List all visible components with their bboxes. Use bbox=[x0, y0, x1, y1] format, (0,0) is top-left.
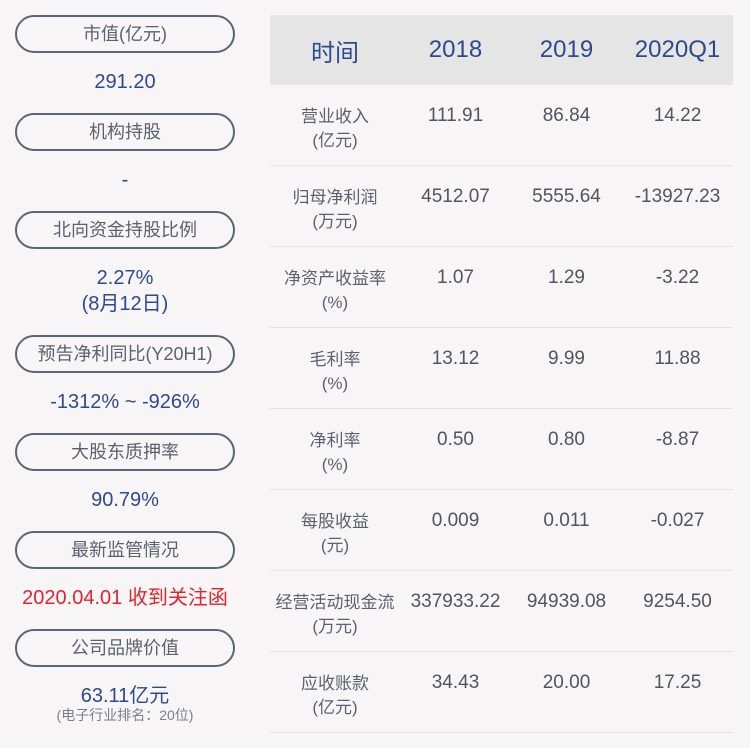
row-label: 营业收入 (亿元) bbox=[270, 85, 400, 165]
metric-unit: (亿元) bbox=[312, 698, 358, 717]
financial-table: 时间 2018 2019 2020Q1 营业收入 (亿元) 111.91 86.84 1… bbox=[270, 15, 733, 733]
table-row: 毛利率 (%) 13.12 9.99 11.88 bbox=[270, 328, 733, 409]
metric-unit: (亿元) bbox=[312, 131, 358, 150]
cell-value: 34.43 bbox=[431, 672, 480, 693]
row-label: 应收账款 (亿元) bbox=[270, 652, 400, 732]
table-row: 净资产收益率 (%) 1.07 1.29 -3.22 bbox=[270, 247, 733, 328]
table-row: 应收账款 (亿元) 34.43 20.00 17.25 bbox=[270, 652, 733, 733]
metric-name: 净资产收益率 bbox=[284, 269, 386, 288]
cell-value: 337933.22 bbox=[410, 591, 501, 612]
cell-value: 111.91 bbox=[427, 105, 484, 126]
metric-unit: (万元) bbox=[312, 212, 358, 231]
metric-name: 净利率 bbox=[309, 431, 361, 450]
cell-value: 94939.08 bbox=[526, 591, 607, 612]
cell-value: 9.99 bbox=[548, 348, 585, 369]
metric-name: 毛利率 bbox=[309, 350, 361, 369]
row-label: 经营活动现金流 (万元) bbox=[270, 571, 400, 651]
row-label: 归母净利润 (万元) bbox=[270, 166, 400, 246]
table-row: 经营活动现金流 (万元) 337933.22 94939.08 9254.50 bbox=[270, 571, 733, 652]
regulatory-status-label: 最新监管情况 bbox=[15, 531, 235, 569]
header-2019: 2019 bbox=[539, 36, 594, 63]
table-header: 时间 2018 2019 2020Q1 bbox=[270, 15, 733, 85]
row-label: 毛利率 (%) bbox=[270, 328, 400, 408]
metric-unit: (万元) bbox=[312, 617, 358, 636]
cell-value: 14.22 bbox=[653, 105, 702, 126]
cell-value: 1.29 bbox=[548, 267, 585, 288]
table-row: 归母净利润 (万元) 4512.07 5555.64 -13927.23 bbox=[270, 166, 733, 247]
table-row: 营业收入 (亿元) 111.91 86.84 14.22 bbox=[270, 85, 733, 166]
cell-value: 0.009 bbox=[431, 510, 480, 531]
cell-value: 5555.64 bbox=[532, 186, 601, 207]
pledge-ratio-label: 大股东质押率 bbox=[15, 433, 235, 471]
cell-value: 17.25 bbox=[653, 672, 702, 693]
cell-value: 0.50 bbox=[437, 429, 474, 450]
metric-unit: (%) bbox=[321, 374, 349, 393]
northbound-holding-date: (8月12日) bbox=[81, 293, 169, 315]
cell-value: 9254.50 bbox=[643, 591, 712, 612]
cell-value: -8.87 bbox=[655, 429, 700, 450]
pledge-ratio-value: 90.79% bbox=[91, 489, 159, 511]
metric-name: 营业收入 bbox=[301, 107, 369, 126]
table-body: 营业收入 (亿元) 111.91 86.84 14.22 归母净利润 (万元) 4512.07… bbox=[270, 85, 733, 733]
row-label: 每股收益 (元) bbox=[270, 490, 400, 570]
profit-forecast-value: -1312% ~ -926% bbox=[50, 391, 200, 413]
institutional-holding-label: 机构持股 bbox=[15, 113, 235, 151]
cell-value: 20.00 bbox=[542, 672, 591, 693]
market-cap-value: 291.20 bbox=[94, 71, 156, 93]
cell-value: 4512.07 bbox=[421, 186, 490, 207]
institutional-holding-value: - bbox=[121, 169, 129, 191]
row-label: 净资产收益率 (%) bbox=[270, 247, 400, 327]
header-2020q1: 2020Q1 bbox=[634, 36, 721, 63]
profit-forecast-label: 预告净利同比(Y20H1) bbox=[15, 335, 235, 373]
northbound-holding-label: 北向资金持股比例 bbox=[15, 211, 235, 249]
metric-name: 每股收益 bbox=[301, 512, 369, 531]
cell-value: 0.011 bbox=[543, 510, 590, 531]
cell-value: 0.80 bbox=[548, 429, 585, 450]
cell-value: 86.84 bbox=[542, 105, 591, 126]
brand-value-value: 63.11亿元 bbox=[80, 685, 170, 707]
row-label: 净利率 (%) bbox=[270, 409, 400, 489]
brand-value-label: 公司品牌价值 bbox=[15, 629, 235, 667]
northbound-holding-value: 2.27% bbox=[96, 267, 154, 289]
metric-unit: (%) bbox=[321, 455, 349, 474]
metric-unit: (%) bbox=[321, 293, 349, 312]
header-2018: 2018 bbox=[428, 36, 483, 63]
cell-value: -3.22 bbox=[655, 267, 700, 288]
regulatory-status-value: 2020.04.01 收到关注函 bbox=[22, 587, 228, 609]
table-row: 净利率 (%) 0.50 0.80 -8.87 bbox=[270, 409, 733, 490]
header-time: 时间 bbox=[311, 39, 359, 67]
cell-value: 13.12 bbox=[431, 348, 480, 369]
brand-value-rank-note: (电子行业排名：20位) bbox=[56, 707, 194, 723]
metric-name: 应收账款 bbox=[301, 674, 369, 693]
cell-value: 11.88 bbox=[654, 348, 701, 369]
market-cap-label: 市值(亿元) bbox=[15, 15, 235, 53]
table-row: 每股收益 (元) 0.009 0.011 -0.027 bbox=[270, 490, 733, 571]
cell-value: 1.07 bbox=[437, 267, 474, 288]
metric-name: 归母净利润 bbox=[292, 188, 378, 207]
metric-name: 经营活动现金流 bbox=[275, 593, 395, 612]
cell-value: -13927.23 bbox=[634, 186, 721, 207]
metric-unit: (元) bbox=[320, 536, 350, 555]
cell-value: -0.027 bbox=[650, 510, 705, 531]
